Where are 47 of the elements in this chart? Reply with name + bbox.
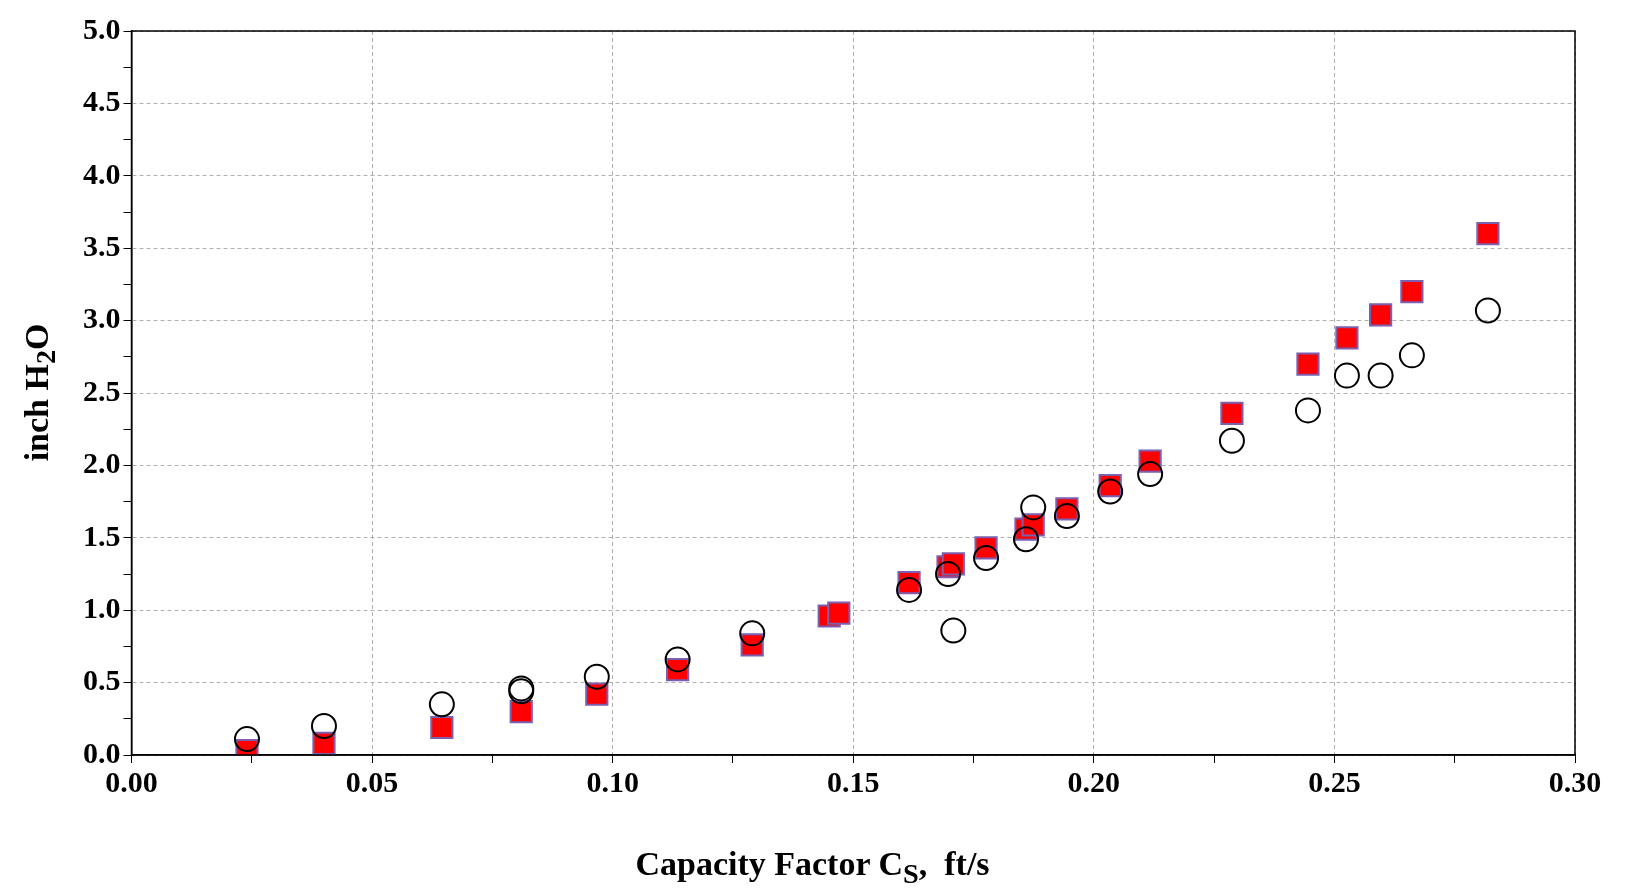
point	[310, 713, 337, 740]
point	[509, 699, 533, 724]
point	[1333, 362, 1360, 389]
point	[233, 726, 260, 753]
point	[1137, 461, 1164, 488]
point	[664, 646, 691, 673]
y-tick-label: 1.5	[83, 518, 121, 552]
x-tick-label: 0.20	[1067, 764, 1121, 798]
point	[1294, 397, 1321, 424]
point	[1097, 478, 1124, 505]
point	[896, 576, 923, 603]
x-tick-label: 0.10	[586, 764, 639, 798]
point	[739, 620, 766, 647]
point	[1296, 352, 1320, 376]
x-tick-label: 0.15	[827, 764, 880, 798]
y-tick-label: 2.5	[83, 373, 121, 407]
point	[1012, 526, 1039, 553]
point	[428, 691, 455, 718]
point	[1369, 303, 1393, 327]
y-tick-label: 2.0	[83, 446, 121, 480]
point	[1020, 494, 1047, 521]
point	[1476, 222, 1500, 246]
point	[1218, 427, 1245, 454]
point	[1474, 297, 1501, 324]
point	[973, 545, 1000, 572]
point	[1335, 326, 1359, 350]
y-tick-label: 4.5	[83, 84, 121, 118]
point	[827, 601, 851, 625]
point	[1367, 362, 1394, 389]
x-axis-title: Capacity Factor C$_{S}$, ft/s	[634, 845, 991, 890]
y-tick-label: 5.0	[83, 11, 121, 45]
x-tick-label: 0.30	[1548, 764, 1602, 798]
point	[430, 715, 454, 740]
y-tick-label: 1.0	[83, 590, 121, 624]
x-tick-label: 0.05	[345, 764, 399, 798]
point	[583, 663, 610, 690]
point	[940, 617, 967, 644]
point	[1398, 342, 1425, 369]
x-tick-label: 0.25	[1308, 764, 1361, 798]
point	[935, 561, 962, 587]
point	[1400, 280, 1424, 304]
y-tick-label: 3.5	[83, 228, 121, 262]
y-tick-label: 3.0	[83, 301, 121, 335]
y-tick-label: 4.0	[83, 156, 121, 190]
point	[1053, 503, 1080, 530]
point	[1220, 401, 1244, 425]
y-tick-label: 0.5	[83, 663, 121, 697]
